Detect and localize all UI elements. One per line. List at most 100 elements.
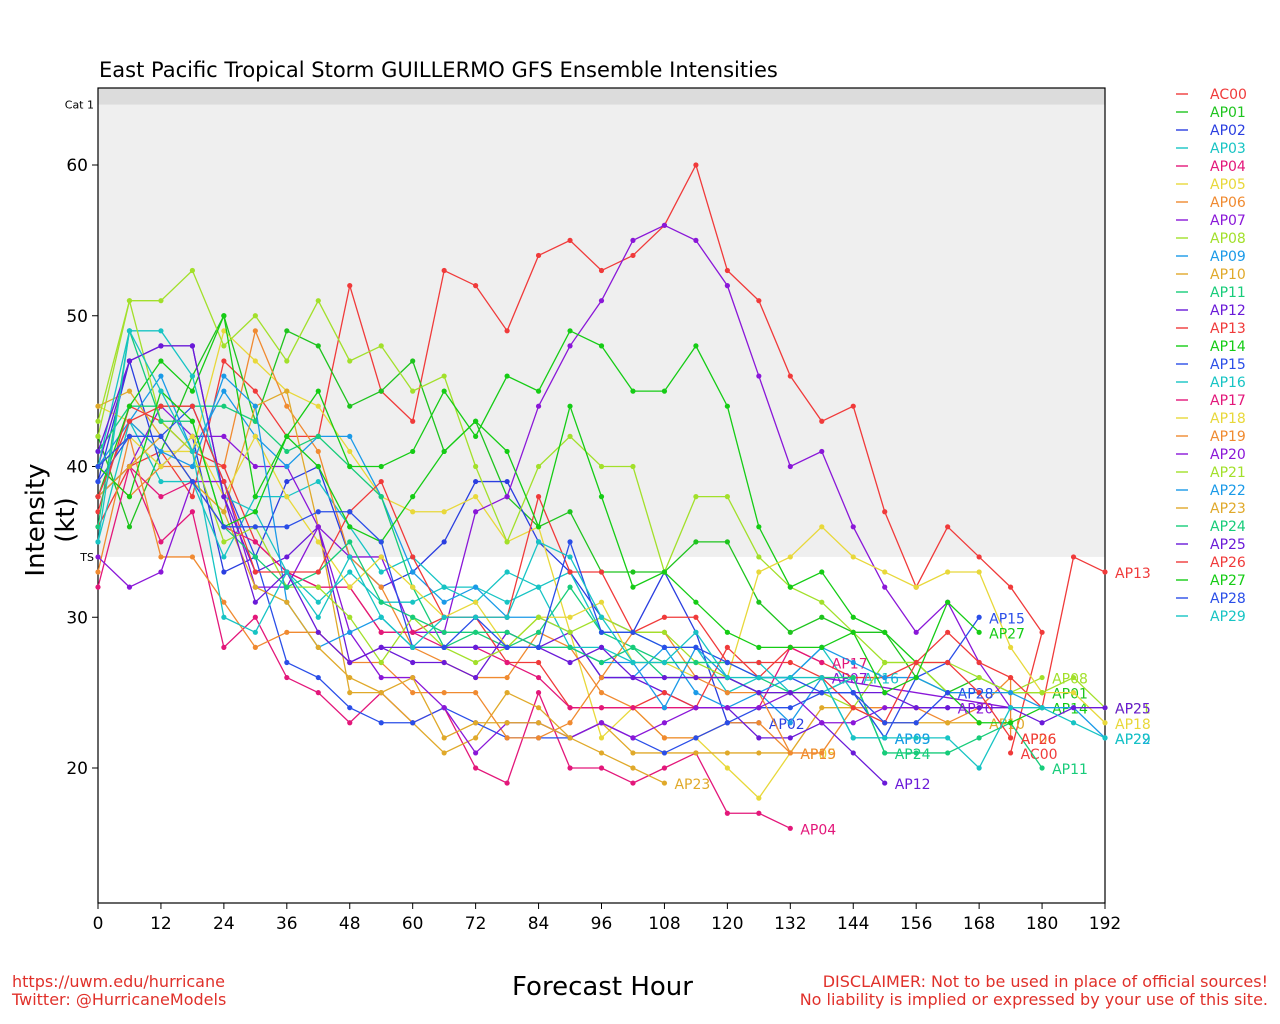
data-point xyxy=(158,463,164,470)
data-point xyxy=(473,720,479,726)
data-point xyxy=(535,690,542,696)
data-point xyxy=(598,569,605,575)
data-point xyxy=(756,810,762,816)
data-point xyxy=(504,448,510,455)
data-point xyxy=(598,463,605,470)
end-label: AP21 xyxy=(1115,702,1151,718)
data-point xyxy=(473,629,479,635)
data-point xyxy=(315,644,321,651)
data-point xyxy=(158,418,164,424)
data-point xyxy=(1039,674,1045,681)
data-point xyxy=(976,569,982,575)
data-point xyxy=(347,283,353,289)
legend-entry: AP15 xyxy=(1210,357,1246,373)
data-point xyxy=(945,659,951,666)
end-label: AP16 xyxy=(863,672,899,688)
data-point xyxy=(882,735,888,741)
data-point xyxy=(284,569,290,575)
data-point xyxy=(724,494,730,500)
data-point xyxy=(252,524,258,530)
data-point xyxy=(724,283,730,289)
data-point xyxy=(882,750,888,756)
data-point xyxy=(441,584,447,590)
legend-entry: AP07 xyxy=(1210,213,1246,229)
band-label-ts: TS xyxy=(79,551,94,564)
data-point xyxy=(913,584,919,590)
data-point xyxy=(756,644,762,651)
end-label: AP09 xyxy=(895,732,931,748)
data-point xyxy=(693,494,699,500)
data-point xyxy=(535,252,542,259)
data-point xyxy=(504,674,510,681)
data-point xyxy=(535,539,542,545)
data-point xyxy=(630,644,636,651)
series-ap28: AP28 xyxy=(95,433,994,726)
data-point xyxy=(158,494,164,500)
data-point xyxy=(567,539,573,545)
data-point xyxy=(756,554,762,560)
data-point xyxy=(441,539,447,545)
end-label: AP01 xyxy=(1052,687,1088,703)
data-point xyxy=(473,478,479,485)
data-point xyxy=(221,494,227,500)
legend-entry: AP05 xyxy=(1210,177,1246,193)
data-point xyxy=(347,659,353,666)
data-point xyxy=(1007,674,1014,681)
data-point xyxy=(724,705,730,711)
data-point xyxy=(284,524,290,530)
data-point xyxy=(158,328,164,334)
data-point xyxy=(473,674,479,681)
data-point xyxy=(850,614,856,620)
data-point xyxy=(535,705,542,711)
data-point xyxy=(850,705,856,711)
data-point xyxy=(724,629,730,635)
data-point xyxy=(945,720,951,726)
data-point xyxy=(787,705,793,711)
data-point xyxy=(661,735,668,741)
data-point xyxy=(347,554,353,560)
data-point xyxy=(1070,690,1077,696)
data-point xyxy=(126,388,133,394)
data-point xyxy=(787,690,793,696)
series-line xyxy=(97,435,949,724)
data-point xyxy=(252,644,258,651)
data-point xyxy=(850,554,856,560)
data-point xyxy=(126,298,133,304)
data-point xyxy=(284,659,290,666)
data-point xyxy=(95,494,101,500)
data-point xyxy=(1007,584,1014,590)
data-point xyxy=(630,674,636,681)
data-point xyxy=(724,690,730,696)
series-line xyxy=(97,405,1012,739)
data-point xyxy=(252,403,258,409)
data-point xyxy=(819,644,825,651)
data-point xyxy=(95,554,101,560)
y-axis-label: Intensity (kt) xyxy=(21,463,81,577)
y-tick-label: 20 xyxy=(66,759,88,779)
data-point xyxy=(756,298,762,304)
data-point xyxy=(410,554,416,560)
data-point xyxy=(724,750,730,756)
data-point xyxy=(95,539,101,545)
legend-entry: AP13 xyxy=(1210,321,1246,337)
data-point xyxy=(598,659,605,666)
footer-website[interactable]: https://uwm.edu/hurricane xyxy=(12,972,225,991)
legend-entry: AP19 xyxy=(1210,429,1246,445)
data-point xyxy=(189,388,196,394)
data-point xyxy=(252,554,258,560)
data-point xyxy=(724,720,730,726)
legend-entry: AP24 xyxy=(1210,519,1246,535)
data-point xyxy=(882,659,888,666)
data-point xyxy=(630,705,636,711)
data-point xyxy=(535,644,542,651)
data-point xyxy=(221,644,227,651)
data-point xyxy=(945,735,951,741)
data-point xyxy=(95,463,101,470)
x-tick-label: 60 xyxy=(402,914,424,934)
footer-twitter[interactable]: Twitter: @HurricaneModels xyxy=(12,990,227,1009)
data-point xyxy=(378,584,384,590)
data-point xyxy=(661,674,668,681)
legend-entry: AP06 xyxy=(1210,195,1246,211)
data-point xyxy=(945,629,951,635)
data-point xyxy=(441,735,447,741)
